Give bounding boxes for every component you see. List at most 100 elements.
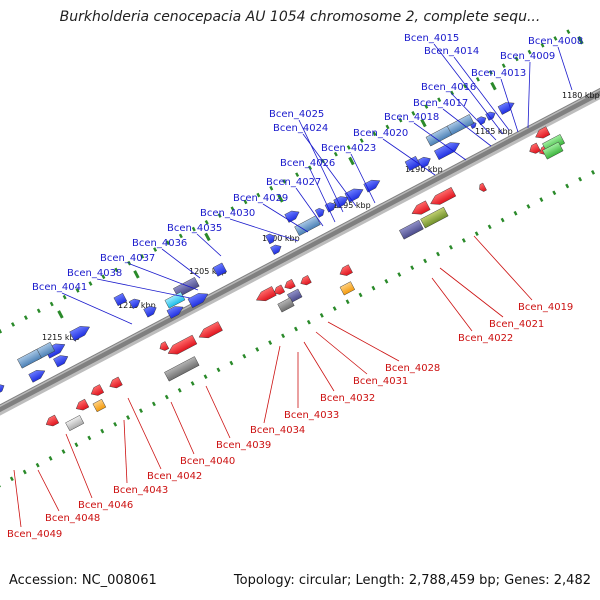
forward-gene-leader (453, 56, 510, 131)
forward-gene-leader (61, 292, 133, 325)
reverse-gene-label[interactable]: Bcen_4048 (45, 513, 100, 524)
scale-tick-forward (204, 219, 209, 225)
forward-gene (28, 370, 46, 383)
reverse-gene (277, 297, 295, 313)
scale-tick-reverse (48, 456, 53, 461)
scale-tick-forward (191, 226, 196, 232)
scale-tick-forward (101, 274, 106, 280)
forward-gene-label[interactable]: Bcen_4024 (273, 123, 328, 134)
scale-tick-forward (269, 185, 274, 191)
scale-major-tick (348, 156, 355, 166)
backbone-highlight (0, 88, 600, 408)
forward-gene-label[interactable]: Bcen_4027 (266, 177, 321, 188)
forward-gene (314, 208, 325, 218)
forward-gene (164, 291, 186, 309)
scale-tick-reverse (513, 210, 518, 216)
reverse-gene (167, 334, 198, 355)
forward-gene-label[interactable]: Bcen_4014 (424, 46, 479, 57)
forward-gene-leader (262, 203, 309, 233)
scale-tick-forward (295, 172, 300, 177)
reverse-gene-label[interactable]: Bcen_4040 (180, 456, 235, 467)
page-title: Burkholderia cenocepacia AU 1054 chromos… (59, 9, 541, 25)
reverse-gene-label[interactable]: Bcen_4032 (320, 393, 375, 404)
scale-tick-forward (243, 199, 248, 205)
reverse-gene-label[interactable]: Bcen_4042 (147, 471, 202, 482)
forward-gene-label[interactable]: Bcen_4026 (280, 158, 335, 169)
forward-gene (324, 202, 336, 213)
scale-tick-forward (411, 111, 416, 116)
reverse-gene-label[interactable]: Bcen_4021 (489, 319, 544, 330)
scale-tick-forward (308, 165, 313, 171)
forward-gene (497, 102, 515, 115)
forward-gene-leader (433, 43, 504, 135)
reverse-gene-label[interactable]: Bcen_4049 (7, 529, 62, 540)
scale-tick-reverse (293, 326, 298, 332)
reverse-gene-label[interactable]: Bcen_4043 (113, 485, 168, 496)
reverse-gene-leader (473, 235, 533, 301)
reverse-gene-label[interactable]: Bcen_4033 (284, 410, 339, 421)
reverse-gene-leader (65, 433, 93, 499)
scale-tick-reverse (487, 224, 492, 230)
scale-tick-reverse (74, 442, 79, 448)
scale-tick-forward (424, 104, 429, 109)
forward-gene-label[interactable]: Bcen_4023 (321, 143, 376, 154)
scale-tick-forward (178, 233, 183, 239)
reverse-gene-leader (263, 345, 281, 424)
forward-gene-label[interactable]: Bcen_4041 (32, 282, 87, 293)
forward-gene-label[interactable]: Bcen_4020 (353, 128, 408, 139)
scale-tick-forward (540, 42, 545, 48)
forward-gene-label[interactable]: Bcen_4013 (471, 68, 526, 79)
forward-gene-label[interactable]: Bcen_4008 (528, 36, 583, 47)
forward-gene-leader (309, 168, 336, 223)
forward-gene-label[interactable]: Bcen_4029 (233, 193, 288, 204)
reverse-gene-label[interactable]: Bcen_4046 (78, 500, 133, 511)
scale-tick-forward (463, 83, 468, 89)
reverse-gene (198, 321, 223, 339)
forward-gene-label[interactable]: Bcen_4015 (404, 33, 459, 44)
scale-tick-forward (372, 131, 377, 137)
forward-gene-label[interactable]: Bcen_4035 (167, 223, 222, 234)
reverse-gene-label[interactable]: Bcen_4031 (353, 376, 408, 387)
scale-tick-reverse (190, 381, 195, 386)
scale-tick-forward (140, 254, 145, 259)
scale-tick-reverse (164, 394, 169, 400)
scale-major-tick (57, 310, 64, 319)
reverse-gene-label[interactable]: Bcen_4019 (518, 302, 573, 313)
scale-tick-reverse (126, 415, 131, 420)
scale-major-tick (577, 36, 584, 45)
reverse-gene-label[interactable]: Bcen_4034 (250, 425, 305, 436)
forward-gene-label[interactable]: Bcen_4017 (413, 98, 468, 109)
scale-major-tick (133, 270, 140, 279)
forward-gene-label[interactable]: Bcen_4018 (384, 112, 439, 123)
reverse-gene (164, 356, 200, 382)
reverse-gene-label[interactable]: Bcen_4022 (458, 333, 513, 344)
reverse-gene (542, 141, 564, 160)
scale-label: 1205 kbp (189, 267, 227, 276)
forward-gene-leader (96, 278, 191, 299)
scale-tick-reverse (539, 197, 544, 202)
forward-gene-label[interactable]: Bcen_4037 (100, 253, 155, 264)
forward-gene-leader (129, 263, 199, 291)
forward-gene (284, 210, 300, 223)
scale-tick-forward (501, 63, 506, 69)
reverse-gene (65, 415, 85, 432)
forward-gene-label[interactable]: Bcen_4030 (200, 208, 255, 219)
scale-tick-forward (450, 90, 455, 96)
forward-gene-label[interactable]: Bcen_4009 (500, 51, 555, 62)
forward-gene-label[interactable]: Bcen_4036 (132, 238, 187, 249)
scale-tick-reverse (384, 279, 389, 284)
forward-gene-label[interactable]: Bcen_4025 (269, 109, 324, 120)
forward-gene-label[interactable]: Bcen_4016 (421, 82, 476, 93)
forward-gene (270, 244, 282, 255)
forward-gene-label[interactable]: Bcen_4038 (67, 268, 122, 279)
reverse-gene-leader (205, 385, 231, 439)
forward-gene-leader (442, 108, 492, 147)
reverse-gene-leader (123, 419, 128, 484)
reverse-gene-label[interactable]: Bcen_4039 (216, 440, 271, 451)
reverse-gene (479, 182, 487, 192)
forward-gene-leader (196, 233, 222, 257)
reverse-gene-label[interactable]: Bcen_4028 (385, 363, 440, 374)
forward-gene (143, 305, 157, 318)
scale-tick-reverse (255, 347, 260, 352)
scale-tick-forward (475, 76, 480, 82)
